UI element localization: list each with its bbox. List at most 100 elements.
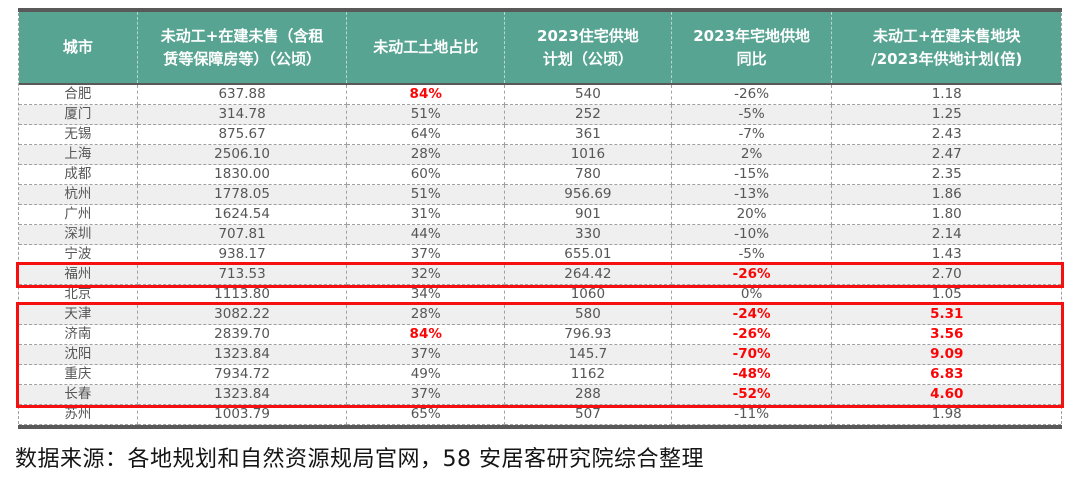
value-cell: 713.53 (137, 265, 348, 285)
value-cell: 1.05 (832, 285, 1061, 305)
city-cell: 福州 (19, 265, 138, 285)
table-row: 天津 3082.22 28% 580 -24% 5.31 (19, 305, 1061, 325)
value-cell: 540 (505, 85, 672, 105)
value-cell: 507 (505, 405, 672, 425)
city-cell: 苏州 (19, 405, 138, 425)
value-cell: 1778.05 (137, 185, 348, 205)
value-cell: 1.80 (832, 205, 1061, 225)
table-row: 上海 2506.10 28% 1016 2% 2.47 (19, 145, 1061, 165)
value-cell: 2.43 (832, 125, 1061, 145)
value-cell: -11% (671, 405, 833, 425)
city-cell: 重庆 (19, 365, 138, 385)
value-cell: 3082.22 (137, 305, 348, 325)
value-cell: 330 (505, 225, 672, 245)
table-header-row: 城市 未动工+在建未售（含租 赁等保障房等）（公顷） 未动工土地占比 2023住宅供地… (19, 12, 1061, 85)
value-cell: 1323.84 (137, 385, 348, 405)
table-row: 北京 1113.80 34% 1060 0% 1.05 (19, 285, 1061, 305)
data-source-note: 数据来源：各地规划和自然资源规局官网，58 安居客研究院综合整理 (15, 447, 704, 472)
value-cell: 956.69 (505, 185, 672, 205)
city-cell: 无锡 (19, 125, 138, 145)
value-cell: 6.83 (832, 365, 1061, 385)
value-cell: 37% (347, 345, 506, 365)
table-row: 深圳 707.81 44% 330 -10% 2.14 (19, 225, 1061, 245)
value-cell: 65% (347, 405, 506, 425)
city-cell: 北京 (19, 285, 138, 305)
city-cell: 宁波 (19, 245, 138, 265)
column-header: 城市 (19, 12, 138, 83)
value-cell: 2.70 (832, 265, 1061, 285)
value-cell: 901 (505, 205, 672, 225)
value-cell: -26% (671, 265, 833, 285)
value-cell: 3.56 (832, 325, 1061, 345)
value-cell: 1.86 (832, 185, 1061, 205)
value-cell: -5% (671, 245, 833, 265)
city-cell: 深圳 (19, 225, 138, 245)
value-cell: 64% (347, 125, 506, 145)
value-cell: 637.88 (137, 85, 348, 105)
value-cell: 0% (671, 285, 833, 305)
column-header: 2023住宅供地 计划（公顷） (505, 12, 672, 83)
value-cell: 51% (347, 185, 506, 205)
value-cell: 20% (671, 205, 833, 225)
value-cell: 2.14 (832, 225, 1061, 245)
value-cell: 1624.54 (137, 205, 348, 225)
value-cell: 2506.10 (137, 145, 348, 165)
table-bottom-border (18, 425, 1062, 429)
table-row: 广州 1624.54 31% 901 20% 1.80 (19, 205, 1061, 225)
value-cell: 1.18 (832, 85, 1061, 105)
value-cell: 34% (347, 285, 506, 305)
value-cell: 264.42 (505, 265, 672, 285)
value-cell: 1.98 (832, 405, 1061, 425)
city-cell: 合肥 (19, 85, 138, 105)
value-cell: 780 (505, 165, 672, 185)
city-cell: 沈阳 (19, 345, 138, 365)
table-row: 济南 2839.70 84% 796.93 -26% 3.56 (19, 325, 1061, 345)
value-cell: -26% (671, 85, 833, 105)
value-cell: 51% (347, 105, 506, 125)
value-cell: 5.31 (832, 305, 1061, 325)
city-cell: 杭州 (19, 185, 138, 205)
value-cell: 1113.80 (137, 285, 348, 305)
city-cell: 天津 (19, 305, 138, 325)
value-cell: 1.25 (832, 105, 1061, 125)
table-row: 苏州 1003.79 65% 507 -11% 1.98 (19, 405, 1061, 425)
value-cell: -52% (671, 385, 833, 405)
value-cell: 7934.72 (137, 365, 348, 385)
table-row: 长春 1323.84 37% 288 -52% 4.60 (19, 385, 1061, 405)
value-cell: 707.81 (137, 225, 348, 245)
land-supply-table: 城市 未动工+在建未售（含租 赁等保障房等）（公顷） 未动工土地占比 2023住宅供地… (16, 8, 1064, 429)
table-row: 厦门 314.78 51% 252 -5% 1.25 (19, 105, 1061, 125)
value-cell: 44% (347, 225, 506, 245)
value-cell: 2839.70 (137, 325, 348, 345)
column-header: 未动工+在建未售（含租 赁等保障房等）（公顷） (138, 12, 348, 83)
city-cell: 广州 (19, 205, 138, 225)
value-cell: 2.47 (832, 145, 1061, 165)
table-row: 成都 1830.00 60% 780 -15% 2.35 (19, 165, 1061, 185)
table-row: 杭州 1778.05 51% 956.69 -13% 1.86 (19, 185, 1061, 205)
value-cell: 31% (347, 205, 506, 225)
column-header: 未动工土地占比 (347, 12, 506, 83)
value-cell: -10% (671, 225, 833, 245)
table-body: 合肥 637.88 84% 540 -26% 1.18 厦门 314.78 51% 252 -5% 1… (16, 85, 1064, 425)
value-cell: 288 (505, 385, 672, 405)
value-cell: 2% (671, 145, 833, 165)
value-cell: -5% (671, 105, 833, 125)
city-cell: 上海 (19, 145, 138, 165)
table-row: 合肥 637.88 84% 540 -26% 1.18 (19, 85, 1061, 105)
table-top-border (18, 8, 1062, 12)
value-cell: 1323.84 (137, 345, 348, 365)
value-cell: -24% (671, 305, 833, 325)
value-cell: 1830.00 (137, 165, 348, 185)
value-cell: 796.93 (505, 325, 672, 345)
value-cell: 2.35 (832, 165, 1061, 185)
value-cell: 1060 (505, 285, 672, 305)
table-row: 沈阳 1323.84 37% 145.7 -70% 9.09 (19, 345, 1061, 365)
value-cell: 32% (347, 265, 506, 285)
value-cell: 37% (347, 245, 506, 265)
value-cell: 49% (347, 365, 506, 385)
table-row: 宁波 938.17 37% 655.01 -5% 1.43 (19, 245, 1061, 265)
value-cell: 580 (505, 305, 672, 325)
value-cell: 60% (347, 165, 506, 185)
value-cell: 1016 (505, 145, 672, 165)
value-cell: 655.01 (505, 245, 672, 265)
